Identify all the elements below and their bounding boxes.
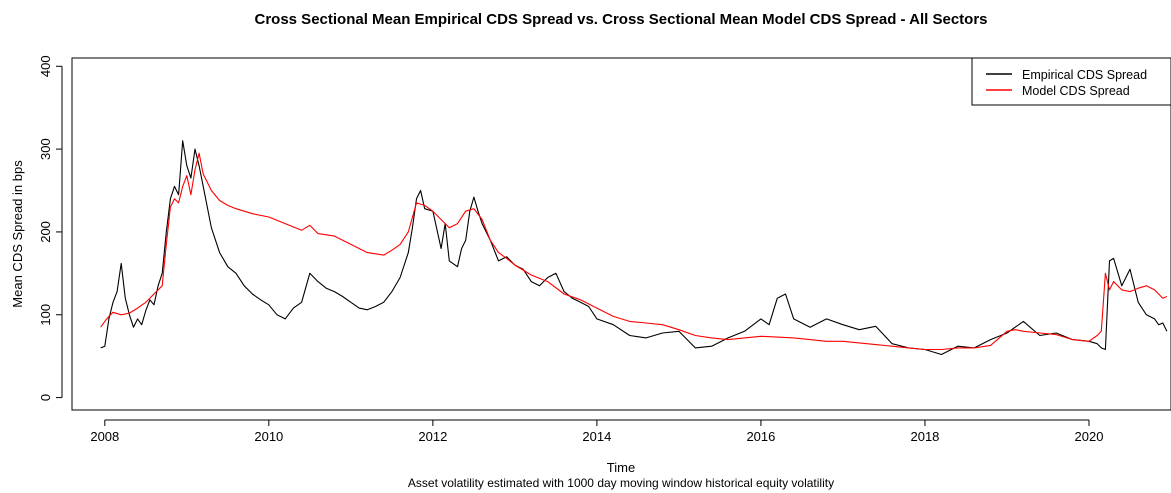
- legend: Empirical CDS Spread Model CDS Spread: [971, 57, 1171, 106]
- y-tick-label: 200: [38, 221, 53, 243]
- legend-box: [971, 57, 1171, 106]
- y-tick-label: 0: [38, 394, 53, 401]
- legend-label-empirical: Empirical CDS Spread: [1022, 68, 1147, 82]
- x-tick-label: 2020: [1075, 429, 1104, 444]
- x-axis-label: Time: [607, 460, 635, 475]
- y-axis-label: Mean CDS Spread in bps: [10, 160, 25, 308]
- y-axis: 0 100 200 300 400: [38, 55, 63, 401]
- x-tick-label: 2018: [910, 429, 939, 444]
- series-line-empirical: [100, 140, 1168, 356]
- x-tick-label: 2012: [418, 429, 447, 444]
- chart-title: Cross Sectional Mean Empirical CDS Sprea…: [255, 11, 988, 28]
- x-axis: 2008 2010 2012 2014 2016 2018 2020: [90, 419, 1104, 444]
- x-tick-label: 2016: [746, 429, 775, 444]
- x-tick-label: 2008: [90, 429, 119, 444]
- plot-frame: [71, 57, 1171, 411]
- y-tick-label: 400: [38, 55, 53, 77]
- y-tick-label: 100: [38, 304, 53, 326]
- chart-subtitle: Asset volatility estimated with 1000 day…: [408, 476, 834, 490]
- legend-label-model: Model CDS Spread: [1022, 84, 1130, 98]
- y-tick-label: 300: [38, 138, 53, 160]
- series-lines: [100, 140, 1168, 356]
- x-tick-label: 2010: [254, 429, 283, 444]
- x-tick-label: 2014: [582, 429, 611, 444]
- series-line-model: [100, 152, 1168, 351]
